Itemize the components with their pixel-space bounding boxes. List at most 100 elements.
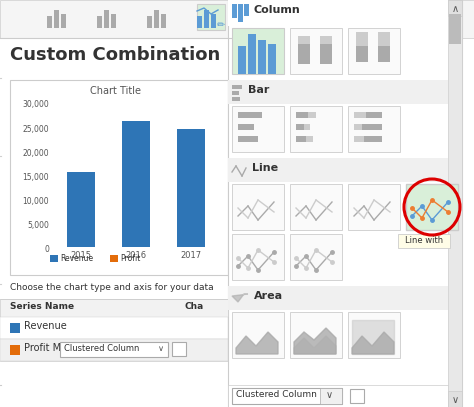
- Bar: [232, 85, 242, 89]
- Bar: [161, 14, 166, 28]
- Polygon shape: [352, 332, 394, 354]
- Bar: [354, 124, 382, 130]
- Polygon shape: [236, 332, 278, 354]
- Polygon shape: [352, 320, 394, 354]
- Bar: [258, 40, 266, 74]
- Bar: [268, 44, 276, 74]
- Text: 2017: 2017: [181, 251, 202, 260]
- Bar: [154, 10, 159, 28]
- Bar: [232, 234, 284, 280]
- Text: 20,000: 20,000: [22, 149, 49, 158]
- Bar: [0, 299, 228, 317]
- Bar: [448, 0, 462, 407]
- Text: 25,000: 25,000: [22, 125, 49, 133]
- Bar: [356, 32, 368, 46]
- Text: Profit Margin: Profit Margin: [24, 343, 86, 353]
- Bar: [232, 388, 342, 404]
- Bar: [232, 184, 284, 230]
- Bar: [244, 4, 249, 16]
- Bar: [320, 36, 332, 44]
- Bar: [232, 4, 237, 18]
- Text: ∨: ∨: [326, 390, 333, 400]
- Bar: [61, 14, 66, 28]
- Polygon shape: [294, 336, 336, 354]
- Text: Choose the chart type and axis for your data: Choose the chart type and axis for your …: [10, 283, 214, 292]
- Bar: [228, 0, 462, 407]
- Bar: [232, 106, 284, 152]
- Bar: [378, 32, 390, 62]
- Text: Area: Area: [254, 291, 283, 301]
- Text: Column: Column: [254, 5, 301, 15]
- Bar: [354, 136, 364, 142]
- Bar: [356, 32, 368, 62]
- Bar: [290, 106, 342, 152]
- Bar: [211, 14, 216, 28]
- Text: 2015: 2015: [70, 251, 91, 260]
- Bar: [348, 184, 400, 230]
- Bar: [320, 388, 342, 404]
- Bar: [378, 32, 390, 46]
- Text: 10,000: 10,000: [22, 197, 49, 206]
- Bar: [177, 129, 205, 247]
- Bar: [448, 391, 462, 407]
- Text: Revenue: Revenue: [24, 321, 67, 331]
- Text: Bar: Bar: [248, 85, 269, 95]
- Bar: [238, 124, 254, 130]
- Text: 30,000: 30,000: [22, 101, 49, 109]
- Text: Clustered Column: Clustered Column: [64, 344, 139, 353]
- Bar: [0, 339, 228, 361]
- Bar: [50, 255, 58, 262]
- Bar: [248, 34, 256, 74]
- Bar: [111, 14, 116, 28]
- Text: 15,000: 15,000: [22, 173, 49, 182]
- Bar: [228, 286, 448, 310]
- Text: ∧: ∧: [451, 4, 458, 14]
- Bar: [110, 255, 118, 262]
- Text: Custom Combination: Custom Combination: [10, 46, 220, 64]
- Text: ∨: ∨: [158, 344, 164, 353]
- Bar: [122, 121, 150, 247]
- Bar: [354, 112, 366, 118]
- Bar: [306, 136, 313, 142]
- Text: 5,000: 5,000: [27, 221, 49, 230]
- Bar: [238, 4, 243, 22]
- Text: ∨: ∨: [451, 395, 458, 405]
- Text: Series Name: Series Name: [10, 302, 74, 311]
- Bar: [204, 10, 209, 28]
- Bar: [0, 317, 228, 339]
- Bar: [228, 158, 448, 182]
- Bar: [448, 0, 462, 16]
- Text: Cha: Cha: [185, 302, 204, 311]
- Bar: [104, 10, 109, 28]
- Text: Line with: Line with: [405, 236, 443, 245]
- Bar: [354, 136, 382, 142]
- Bar: [290, 234, 342, 280]
- Text: 2016: 2016: [126, 251, 146, 260]
- Bar: [238, 136, 258, 142]
- Bar: [238, 112, 262, 118]
- Bar: [304, 124, 310, 130]
- Bar: [147, 16, 152, 28]
- Text: Clustered Column: Clustered Column: [236, 390, 317, 399]
- Bar: [308, 112, 316, 118]
- Text: ✏: ✏: [217, 20, 225, 30]
- Bar: [398, 234, 450, 248]
- Bar: [348, 28, 400, 74]
- Bar: [238, 46, 246, 74]
- Bar: [354, 112, 382, 118]
- Bar: [298, 44, 310, 64]
- Bar: [232, 312, 284, 358]
- Text: Revenue: Revenue: [60, 254, 93, 263]
- Polygon shape: [294, 328, 336, 354]
- Polygon shape: [232, 294, 248, 302]
- Bar: [296, 124, 304, 130]
- Bar: [290, 184, 342, 230]
- Bar: [232, 28, 284, 74]
- Bar: [298, 36, 310, 44]
- Bar: [232, 97, 240, 101]
- Bar: [296, 112, 308, 118]
- Bar: [350, 389, 364, 403]
- Bar: [47, 16, 52, 28]
- Bar: [0, 0, 474, 38]
- Bar: [348, 106, 400, 152]
